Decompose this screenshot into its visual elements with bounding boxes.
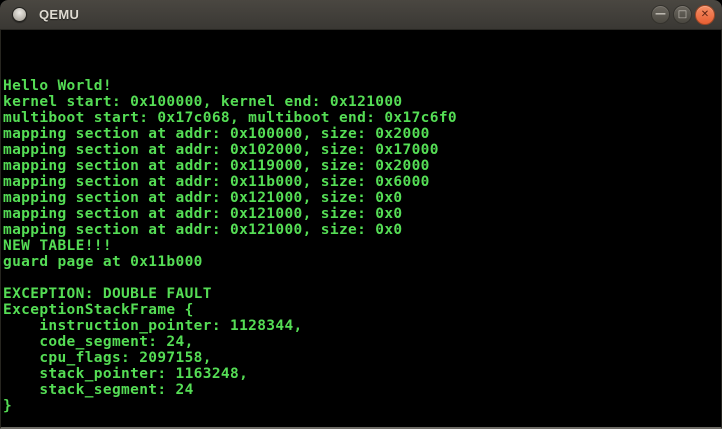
close-button[interactable]: ✕ bbox=[695, 4, 715, 25]
minimize-icon: — bbox=[655, 7, 666, 20]
vga-display[interactable]: Hello World! kernel start: 0x100000, ker… bbox=[0, 30, 722, 429]
minimize-button[interactable]: — bbox=[651, 5, 670, 24]
maximize-icon: □ bbox=[677, 8, 688, 20]
window-controls: — □ ✕ bbox=[651, 4, 715, 25]
titlebar[interactable]: QEMU — □ ✕ bbox=[0, 0, 722, 30]
close-icon: ✕ bbox=[700, 8, 710, 20]
maximize-button[interactable]: □ bbox=[673, 5, 692, 24]
window-title: QEMU bbox=[39, 7, 80, 22]
qemu-app-icon bbox=[12, 7, 27, 22]
console-output: Hello World! kernel start: 0x100000, ker… bbox=[3, 78, 457, 414]
